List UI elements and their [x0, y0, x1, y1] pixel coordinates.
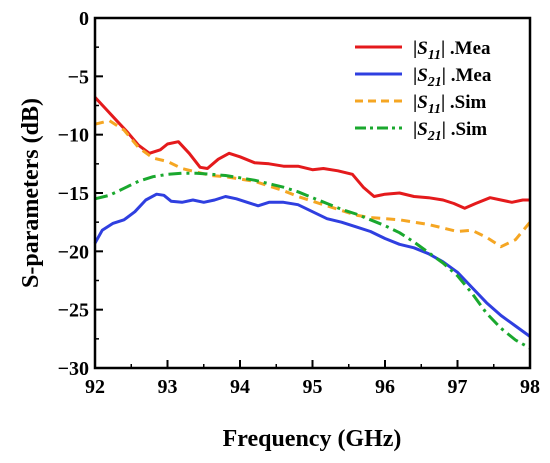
legend-label-2: |S21| .Mea — [413, 65, 492, 90]
x-tick-label: 92 — [85, 376, 105, 398]
y-axis-title: S-parameters (dB) — [18, 98, 44, 288]
series-line-2 — [93, 192, 531, 338]
legend-label-4: |S21| .Sim — [413, 119, 487, 144]
y-tick-label: −30 — [58, 358, 89, 380]
legend: |S11| .Mea|S21| .Mea|S11| .Sim|S21| .Sim — [355, 38, 492, 144]
legend-label-3: |S11| .Sim — [413, 92, 487, 117]
x-tick-label: 96 — [375, 376, 395, 398]
y-tick-label: −15 — [58, 183, 89, 205]
series-line-4 — [94, 171, 531, 350]
y-tick-label: −10 — [58, 125, 89, 147]
plot-lines — [93, 96, 532, 350]
y-tick-label: −5 — [68, 66, 89, 88]
x-tick-label: 95 — [303, 376, 323, 398]
y-tick-label: 0 — [79, 8, 89, 30]
y-axis-ticks: 0 −5 −10 −15 −20 −25 −30 — [58, 8, 103, 380]
x-axis-ticks: 92 93 94 95 96 97 98 — [85, 360, 540, 398]
y-tick-label: −20 — [58, 241, 89, 263]
legend-label-1: |S11| .Mea — [413, 38, 491, 63]
y-tick-label: −25 — [58, 300, 89, 322]
x-tick-label: 94 — [230, 376, 250, 398]
x-tick-label: 98 — [520, 376, 540, 398]
x-axis-title: Frequency (GHz) — [223, 426, 402, 452]
x-tick-label: 93 — [158, 376, 178, 398]
x-tick-label: 97 — [448, 376, 468, 398]
series-line-1 — [93, 96, 530, 210]
